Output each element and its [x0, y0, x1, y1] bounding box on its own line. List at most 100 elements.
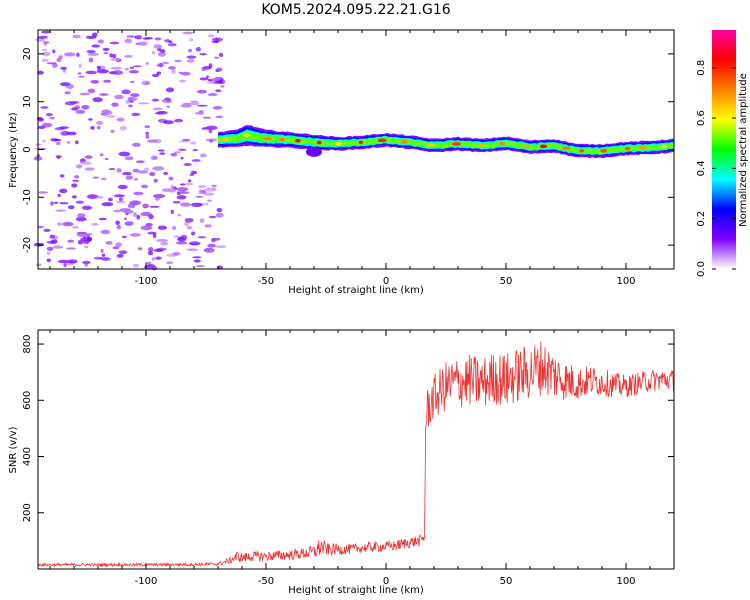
noise-speckle [121, 89, 131, 95]
noise-speckle [101, 257, 111, 262]
noise-speckle [128, 104, 133, 108]
noise-speckle [92, 176, 100, 179]
ridge-peak [377, 138, 387, 143]
noise-speckle [197, 236, 207, 239]
noise-speckle [211, 40, 220, 44]
ridge-peak [262, 136, 273, 141]
noise-speckle [90, 80, 100, 84]
noise-speckle [170, 209, 174, 214]
noise-speckle [133, 212, 138, 218]
noise-speckle [153, 194, 166, 199]
noise-speckle [75, 164, 83, 169]
noise-speckle [72, 179, 80, 182]
ridge-blob [306, 146, 322, 157]
noise-speckle [43, 228, 51, 232]
noise-speckle [160, 241, 169, 246]
noise-speckle [216, 67, 223, 72]
noise-speckle [78, 63, 83, 68]
noise-speckle [116, 224, 122, 230]
noise-speckle [59, 188, 68, 194]
noise-speckle [174, 235, 180, 238]
noise-speckle [127, 203, 136, 209]
noise-speckle [80, 161, 92, 165]
noise-speckle [99, 153, 104, 157]
noise-speckle [214, 56, 220, 59]
noise-speckle [147, 231, 157, 235]
noise-speckle [152, 166, 165, 171]
colorbar-tick-label: 0.8 [696, 60, 707, 76]
noise-speckle [67, 239, 75, 243]
noise-speckle [37, 70, 44, 75]
noise-speckle [149, 205, 161, 208]
noise-speckle [67, 259, 78, 264]
noise-speckle [74, 175, 79, 179]
noise-speckle [193, 259, 201, 263]
noise-speckle [135, 160, 145, 164]
noise-speckle [77, 213, 86, 219]
noise-speckle [36, 263, 42, 267]
noise-speckle [151, 98, 160, 102]
noise-speckle [52, 49, 56, 54]
noise-speckle [170, 152, 178, 157]
noise-speckle [68, 205, 75, 210]
snr-y-axis-label: SNR (v/v) [8, 426, 19, 473]
x-tick-label: -100 [135, 576, 158, 587]
noise-speckle [78, 75, 85, 78]
noise-speckle [125, 99, 130, 104]
noise-speckle [115, 220, 120, 225]
ridge-peak [539, 144, 548, 149]
noise-speckle [59, 174, 65, 178]
noise-speckle [186, 226, 193, 230]
y-tick-label: 400 [22, 447, 33, 466]
y-tick-label: -10 [22, 189, 33, 205]
noise-speckle [218, 52, 224, 57]
noise-speckle [56, 155, 61, 160]
noise-speckle [198, 189, 202, 195]
noise-speckle [199, 77, 209, 81]
y-tick-label: 800 [22, 335, 33, 354]
noise-speckle [81, 105, 90, 110]
noise-speckle [210, 249, 215, 253]
noise-speckle [133, 191, 144, 196]
noise-speckle [132, 168, 140, 173]
ridge-peak [638, 146, 648, 150]
noise-speckle [91, 44, 101, 48]
noise-speckle [37, 225, 44, 229]
noise-speckle [151, 257, 156, 261]
noise-speckle [140, 211, 152, 217]
noise-speckle [153, 233, 157, 238]
spectrogram-y-axis-label: Frequency (Hz) [8, 112, 19, 188]
noise-speckle [199, 218, 205, 224]
noise-speckle [75, 200, 85, 204]
noise-speckle [59, 126, 69, 129]
noise-speckle [37, 191, 49, 194]
noise-speckle [40, 106, 49, 109]
noise-speckle [215, 212, 224, 218]
noise-speckle [84, 263, 89, 267]
noise-speckle [66, 84, 74, 89]
noise-speckle [153, 249, 164, 252]
noise-speckle [157, 225, 168, 230]
snr-x-axis-label: Height of straight line (km) [288, 585, 424, 596]
ridge-peak [600, 149, 608, 153]
noise-speckle [71, 107, 78, 111]
noise-speckle [100, 248, 104, 253]
noise-speckle [188, 48, 192, 53]
noise-speckle [96, 125, 101, 130]
y-tick-label: -20 [22, 237, 33, 253]
noise-speckle [128, 70, 139, 74]
colorbar-tick-label: 0.4 [696, 160, 707, 176]
noise-speckle [145, 62, 149, 65]
noise-speckle [116, 117, 125, 122]
noise-speckle [204, 224, 212, 228]
noise-speckle [46, 258, 51, 263]
noise-speckle [60, 131, 70, 136]
noise-speckle [127, 97, 138, 101]
noise-speckle [205, 202, 209, 206]
noise-speckle [115, 242, 122, 247]
noise-speckle [144, 125, 151, 129]
noise-speckle [172, 251, 181, 256]
noise-speckle [124, 67, 129, 71]
noise-speckle [144, 82, 150, 85]
noise-speckle [124, 38, 132, 44]
